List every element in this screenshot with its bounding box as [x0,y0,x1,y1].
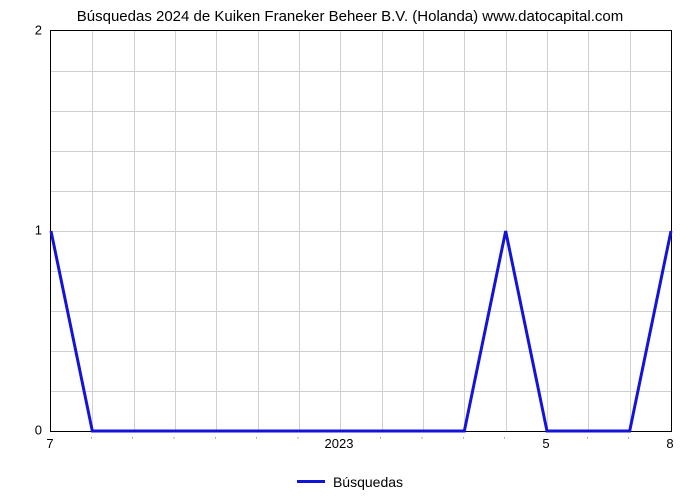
x-minor-tick: ' [463,436,465,445]
x-minor-tick: ' [504,436,506,445]
x-tick-1: 2023 [325,436,354,451]
chart-container: Búsquedas 2024 de Kuiken Franeker Beheer… [0,0,700,500]
x-minor-tick: ' [380,436,382,445]
y-tick-1: 1 [2,223,42,238]
y-tick-2: 2 [2,23,42,38]
x-minor-tick: ' [421,436,423,445]
x-minor-tick: ' [132,436,134,445]
chart-title: Búsquedas 2024 de Kuiken Franeker Beheer… [0,8,700,25]
x-tick-3: 8 [666,436,673,451]
x-tick-2: 5 [542,436,549,451]
x-minor-tick: ' [173,436,175,445]
x-minor-tick: ' [91,436,93,445]
legend-item: Búsquedas [297,474,403,490]
x-minor-tick: ' [587,436,589,445]
x-minor-tick: ' [628,436,630,445]
x-minor-tick: ' [256,436,258,445]
legend-label: Búsquedas [333,474,403,490]
x-tick-0: 7 [46,436,53,451]
data-series-line [51,31,671,431]
plot-area [50,30,672,432]
x-minor-tick: ' [297,436,299,445]
legend-line-icon [297,480,325,483]
y-tick-0: 0 [2,423,42,438]
legend: Búsquedas [0,470,700,490]
x-minor-tick: ' [215,436,217,445]
